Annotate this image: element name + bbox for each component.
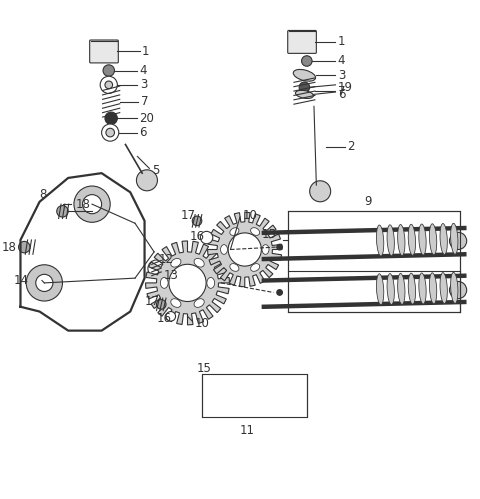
Circle shape [449,233,467,250]
Text: 3: 3 [338,69,345,82]
Ellipse shape [194,258,204,267]
Ellipse shape [397,273,405,304]
Ellipse shape [387,225,395,256]
Ellipse shape [293,69,315,81]
FancyBboxPatch shape [288,30,316,53]
Text: 8: 8 [39,188,47,201]
Ellipse shape [251,263,260,271]
Ellipse shape [296,90,313,98]
Text: 18: 18 [75,198,90,211]
Circle shape [299,82,310,92]
Circle shape [83,195,102,214]
Ellipse shape [430,273,437,304]
Text: 4: 4 [338,54,345,67]
Polygon shape [207,212,282,287]
Text: 18: 18 [1,241,16,253]
Circle shape [19,242,30,253]
Text: 10: 10 [242,209,257,222]
Circle shape [301,56,312,66]
Text: 16: 16 [190,230,205,243]
Text: 1: 1 [338,35,345,48]
Ellipse shape [419,273,426,304]
Ellipse shape [376,225,384,256]
Text: 20: 20 [139,112,154,125]
Circle shape [105,112,117,124]
Text: 16: 16 [156,312,171,325]
Circle shape [103,65,115,76]
Ellipse shape [160,277,168,288]
Text: 9: 9 [364,195,372,208]
Ellipse shape [397,225,405,255]
Circle shape [277,289,282,295]
Circle shape [310,181,331,202]
Ellipse shape [430,224,437,255]
Ellipse shape [220,245,228,254]
Circle shape [36,274,53,291]
Ellipse shape [262,245,269,254]
Text: 7: 7 [141,95,148,108]
Ellipse shape [440,272,447,303]
Circle shape [105,81,113,89]
Text: 6: 6 [338,88,345,101]
Ellipse shape [387,273,395,304]
Text: 1: 1 [142,45,150,58]
Circle shape [192,216,202,226]
Ellipse shape [451,272,458,303]
Circle shape [277,244,282,250]
Circle shape [169,264,206,301]
Circle shape [106,128,115,137]
Circle shape [200,232,213,244]
Circle shape [156,299,166,309]
Circle shape [26,265,62,301]
Ellipse shape [408,273,416,304]
Ellipse shape [251,228,260,236]
Polygon shape [145,241,229,325]
Text: 11: 11 [240,424,255,437]
Ellipse shape [194,299,204,307]
Text: 5: 5 [152,164,159,177]
Ellipse shape [440,224,447,254]
Text: 15: 15 [197,362,212,375]
Ellipse shape [171,299,181,307]
Text: 6: 6 [139,126,146,139]
Ellipse shape [451,223,458,254]
Text: 17: 17 [180,209,195,222]
Ellipse shape [230,263,239,271]
Circle shape [74,186,110,222]
Text: 2: 2 [348,140,355,153]
Text: 7: 7 [338,84,345,98]
Circle shape [57,206,68,217]
Circle shape [136,170,157,191]
Text: 12: 12 [159,252,174,265]
Text: 3: 3 [140,78,147,91]
Circle shape [449,281,467,299]
Text: 13: 13 [164,269,179,282]
FancyBboxPatch shape [90,40,118,63]
Ellipse shape [419,224,426,255]
Ellipse shape [171,258,181,267]
Text: 17: 17 [144,295,159,308]
Circle shape [100,76,117,93]
Ellipse shape [408,224,416,255]
Ellipse shape [230,228,239,236]
Text: 10: 10 [195,317,210,330]
Circle shape [148,260,165,277]
Text: 4: 4 [140,64,147,77]
Ellipse shape [207,277,215,288]
Circle shape [166,311,176,321]
Text: 14: 14 [13,274,28,287]
Circle shape [228,233,262,266]
Text: 15: 15 [262,228,276,241]
Text: 19: 19 [338,81,353,94]
Circle shape [102,124,119,141]
Ellipse shape [376,274,384,305]
